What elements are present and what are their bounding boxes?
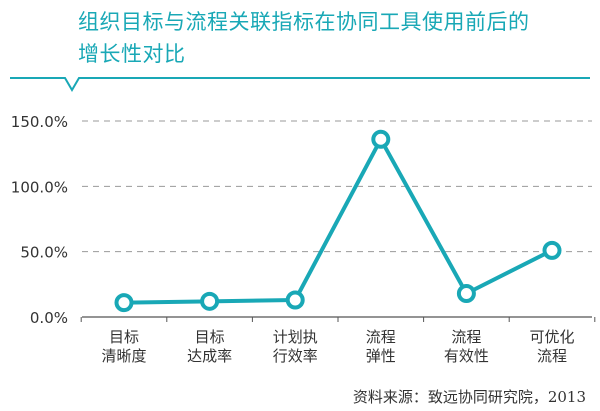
x-tick-label: 有效性 [444,347,489,365]
y-tick-label: 0.0% [30,309,68,327]
x-tick-label: 流程 [366,328,396,346]
series-line [123,137,553,305]
axes [80,316,596,322]
data-point [200,291,220,311]
data-point [456,283,476,303]
chart-title-line-1: 组织目标与流程关联指标在协同工具使用前后的 [78,10,530,34]
x-tick-label: 目标 [195,328,225,346]
chart-title-line-2: 增长性对比 [78,42,186,66]
y-tick-label: 150.0% [11,113,68,131]
x-tick-label: 目标 [109,328,139,346]
data-point [542,240,562,260]
data-point [114,293,134,313]
data-point [285,290,305,310]
y-tick-labels: 0.0% 50.0% 100.0% 150.0% [11,113,68,327]
x-tick-label: 流程 [537,347,567,365]
title-divider [10,77,590,92]
x-tick-label: 弹性 [366,347,396,365]
x-tick-label: 可优化 [529,328,574,346]
y-tick-label: 100.0% [11,178,68,196]
x-tick-label: 计划执 [273,328,318,346]
x-tick-label: 达成率 [187,347,232,365]
x-tick-label: 流程 [451,328,481,346]
series-line-layer [123,137,553,305]
data-points [114,129,562,313]
data-point [371,129,391,149]
chart-title: 组织目标与流程关联指标在协同工具使用前后的 增长性对比 [78,6,588,70]
y-tick-label: 50.0% [20,244,68,262]
source-note: 资料来源：致远协同研究院，2013 [352,388,586,406]
x-tick-label: 清晰度 [101,347,146,365]
grid-lines [82,120,592,253]
x-tick-label: 行效率 [273,347,318,365]
